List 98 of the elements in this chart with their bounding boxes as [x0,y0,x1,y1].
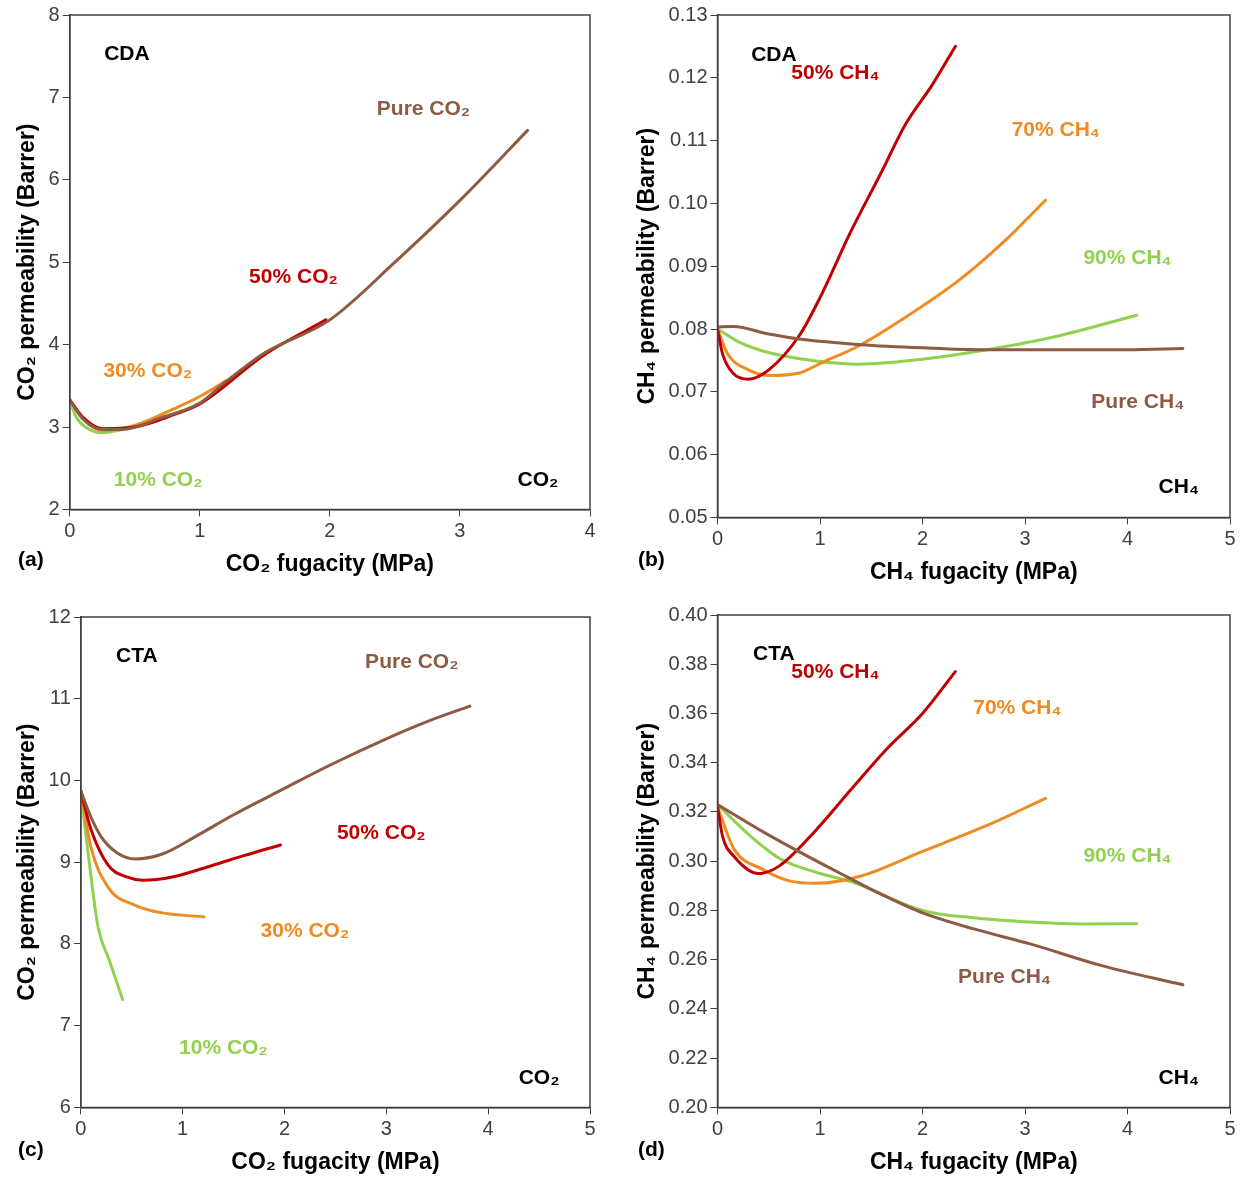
y-tick-label: 9 [59,849,71,872]
x-tick-label: 2 [916,1116,929,1139]
x-axis-title: CH₄ fugacity (MPa) [869,1147,1078,1174]
text: 50% CO₂ [336,819,426,843]
y-tick-label: 3 [48,414,60,437]
line-series [80,704,472,861]
y-axis-title: CO₂ permeability (Barrer) [13,723,40,1001]
annotation: CO₂ [517,466,559,490]
line-series [717,803,1185,987]
annotation: CDA [751,41,797,65]
x-tick-label: 0 [75,1116,87,1139]
series-label: Pure CH₄ [958,963,1051,987]
y-tick-label: 12 [48,604,71,627]
annotation: CDA [104,41,150,65]
series-label: 50% CO₂ [249,263,338,287]
text: 90% CH₄ [1083,245,1172,269]
y-tick-label: 0.08 [668,316,708,339]
y-tick-label: 0.12 [668,65,708,88]
x-tick-label: 0 [711,1116,724,1139]
x-tick-label: 0 [711,526,724,549]
y-tick-label: 0.38 [668,651,708,674]
y-tick-label: 5 [48,249,60,272]
series-label: Pure CH₄ [1091,388,1185,412]
annotation: CH₄ [1158,474,1199,498]
x-axis-title: CH₄ fugacity (MPa) [869,557,1078,584]
y-tick-label: 8 [59,931,71,954]
annotation: CH₄ [1158,1064,1199,1088]
text: 90% CH₄ [1083,843,1172,867]
y-tick-label: 0.34 [668,750,708,773]
line-series [717,313,1139,366]
x-tick-label: 4 [482,1116,494,1139]
y-tick-label: 0.09 [668,253,708,276]
y-tick-label: 0.36 [668,701,708,723]
y-tick-label: 0.10 [668,190,708,213]
line-series [717,324,1185,352]
text: (a) [18,546,44,570]
x-tick-label: 3 [1019,526,1031,549]
y-tick-label: 0.13 [668,2,708,25]
text: (d) [638,1136,665,1160]
line-series [717,198,1048,377]
y-tick-label: 0.22 [668,1045,708,1068]
x-tick-label: 1 [177,1116,189,1139]
y-tick-label: 0.20 [668,1094,708,1117]
y-tick-label: 11 [50,686,71,709]
x-tick-label: 3 [1019,1116,1031,1139]
y-axis-title: CH₄ permeability (Barrer) [633,722,660,1000]
x-tick-label: 4 [1121,526,1134,549]
text: (c) [18,1136,44,1160]
y-axis-title: CH₄ permeability (Barrer) [633,127,660,405]
x-tick-label: 2 [916,526,929,549]
text: 10% CO₂ [179,1035,268,1059]
x-tick-label: 0 [64,518,76,541]
x-tick-label: 2 [324,518,336,541]
y-tick-label: 0.28 [668,897,708,920]
x-tick-label: 5 [584,1116,596,1139]
y-tick-label: 0.11 [670,128,708,151]
y-tick-label: 7 [59,1013,71,1036]
line-series [69,128,530,431]
series-label: Pure CO₂ [365,649,459,673]
x-tick-label: 4 [584,518,596,541]
line-series [717,44,957,381]
annotation: CO₂ [518,1064,560,1088]
y-tick-label: 6 [59,1094,71,1117]
x-tick-label: 4 [1121,1116,1134,1139]
y-tick-label: 0.24 [668,996,708,1019]
y-tick-label: 8 [48,2,60,25]
line-series [717,796,1048,885]
annotation: CTA [116,643,158,667]
text: 70% CH₄ [973,695,1062,719]
y-tick-label: 0.06 [668,442,708,465]
x-tick-label: 5 [1224,1116,1236,1139]
y-tick-label: 0.07 [668,379,708,402]
text: 30% CO₂ [260,917,350,941]
y-tick-label: 0.40 [668,602,708,625]
y-tick-label: 0.05 [668,504,708,527]
series-label: 30% CO₂ [103,357,193,381]
y-tick-label: 6 [48,167,60,190]
text: (b) [638,546,665,570]
y-axis-title: CO₂ permeability (Barrer) [13,123,40,401]
series-label: 10% CO₂ [113,466,203,490]
x-tick-label: 1 [814,1116,826,1139]
x-tick-label: 3 [380,1116,392,1139]
x-axis-title: CO₂ fugacity (MPa) [225,549,435,576]
y-tick-label: 0.30 [668,848,708,871]
x-tick-label: 2 [278,1116,291,1139]
y-tick-label: 10 [48,767,71,790]
y-tick-label: 0.26 [668,947,708,970]
x-tick-label: 1 [814,526,826,549]
text: Pure CO₂ [376,95,471,119]
y-tick-label: 4 [48,332,60,355]
text: 70% CH₄ [1011,117,1100,141]
x-tick-label: 1 [194,518,206,541]
y-tick-label: 7 [48,84,60,107]
x-axis-title: CO₂ fugacity (MPa) [231,1147,440,1174]
y-tick-label: 0.32 [668,799,708,822]
x-tick-label: 5 [1224,526,1236,549]
y-tick-label: 2 [48,496,60,519]
x-tick-label: 3 [454,518,466,541]
